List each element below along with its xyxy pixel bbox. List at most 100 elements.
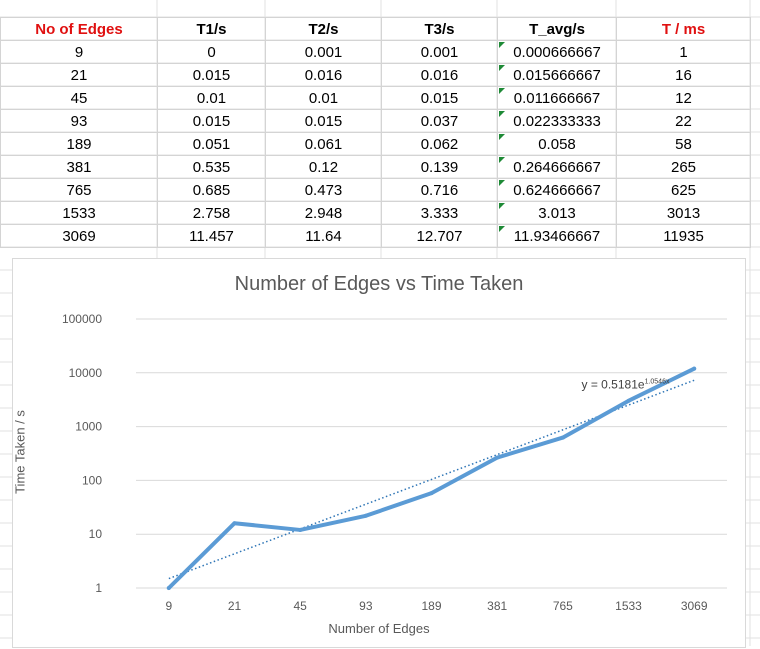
table-cell[interactable]: 0.037 (381, 109, 498, 133)
table-row: 1533 2.758 2.948 3.333 3.013 3013 (0, 201, 751, 225)
table-cell[interactable]: 0.058 (497, 132, 617, 156)
error-indicator-icon[interactable] (499, 180, 505, 186)
table-cell[interactable]: 625 (616, 178, 751, 202)
header-cell[interactable]: T1/s (157, 17, 266, 41)
data-point[interactable] (166, 586, 171, 590)
table-cell[interactable]: 0.015 (381, 86, 498, 110)
header-cell[interactable]: T3/s (381, 17, 498, 41)
chart-plot-area: 1 10 100 1000 10000 100000 9 21 45 93 189 381 765 153… (62, 312, 727, 613)
table-cell[interactable]: 3.013 (497, 201, 617, 225)
x-tick-label: 45 (293, 599, 307, 613)
error-indicator-icon[interactable] (499, 65, 505, 71)
table-cell[interactable]: 21 (0, 63, 158, 87)
table-cell[interactable]: 11.64 (265, 224, 382, 248)
data-point[interactable] (429, 491, 434, 496)
chart[interactable]: Number of Edges vs Time Taken 1 10 100 1000… (12, 258, 746, 648)
table-cell[interactable]: 765 (0, 178, 158, 202)
table-cell[interactable]: 189 (0, 132, 158, 156)
data-point[interactable] (626, 398, 631, 403)
table-cell[interactable]: 1533 (0, 201, 158, 225)
table-cell[interactable]: 0.015 (157, 63, 266, 87)
table-cell[interactable]: 12 (616, 86, 751, 110)
table-cell[interactable]: 0.062 (381, 132, 498, 156)
table-cell[interactable]: 0.139 (381, 155, 498, 179)
error-indicator-icon[interactable] (499, 134, 505, 140)
table-cell[interactable]: 0.001 (265, 40, 382, 64)
table-cell[interactable]: 0.473 (265, 178, 382, 202)
table-row: 93 0.015 0.015 0.037 0.022333333 22 (0, 109, 751, 133)
table-cell[interactable]: 0.12 (265, 155, 382, 179)
table-cell[interactable]: 45 (0, 86, 158, 110)
table-cell[interactable]: 0.01 (157, 86, 266, 110)
table-cell[interactable]: 0.000666667 (497, 40, 617, 64)
table-cell[interactable]: 0 (157, 40, 266, 64)
y-tick-label: 10 (89, 527, 103, 541)
table-cell[interactable]: 22 (616, 109, 751, 133)
header-cell[interactable]: T / ms (616, 17, 751, 41)
error-indicator-icon[interactable] (499, 88, 505, 94)
table-cell[interactable]: 0.015 (265, 109, 382, 133)
header-row: No of Edges T1/s T2/s T3/s T_avg/s T / ms (0, 17, 751, 41)
table-cell[interactable]: 0.051 (157, 132, 266, 156)
data-table: No of Edges T1/s T2/s T3/s T_avg/s T / ms 9 0 0.… (0, 17, 751, 248)
data-point[interactable] (692, 366, 697, 371)
table-cell[interactable]: 2.948 (265, 201, 382, 225)
trendline-equation: y = 0.5181e1.0546x (582, 377, 670, 391)
table-cell[interactable]: 0.535 (157, 155, 266, 179)
data-point[interactable] (560, 435, 565, 440)
data-point[interactable] (298, 527, 303, 532)
table-cell[interactable]: 0.022333333 (497, 109, 617, 133)
table-cell[interactable]: 12.707 (381, 224, 498, 248)
table-cell[interactable]: 93 (0, 109, 158, 133)
data-point[interactable] (232, 521, 237, 526)
chart-title: Number of Edges vs Time Taken (234, 273, 524, 295)
table-cell[interactable]: 0.016 (265, 63, 382, 87)
table-cell[interactable]: 0.716 (381, 178, 498, 202)
x-tick-label: 93 (359, 599, 373, 613)
table-cell[interactable]: 0.061 (265, 132, 382, 156)
y-tick-label: 10000 (69, 366, 103, 380)
data-point[interactable] (363, 513, 368, 518)
error-indicator-icon[interactable] (499, 226, 505, 232)
table-cell[interactable]: 58 (616, 132, 751, 156)
error-indicator-icon[interactable] (499, 203, 505, 209)
table-cell[interactable]: 16 (616, 63, 751, 87)
header-cell[interactable]: T_avg/s (497, 17, 617, 41)
table-cell[interactable]: 11935 (616, 224, 751, 248)
table-cell[interactable]: 0.624666667 (497, 178, 617, 202)
table-row: 381 0.535 0.12 0.139 0.264666667 265 (0, 155, 751, 179)
x-tick-label: 189 (421, 599, 441, 613)
table-cell[interactable]: 3069 (0, 224, 158, 248)
x-tick-label: 9 (165, 599, 172, 613)
table-cell[interactable]: 0.685 (157, 178, 266, 202)
error-indicator-icon[interactable] (499, 111, 505, 117)
table-cell[interactable]: 3.333 (381, 201, 498, 225)
table-cell[interactable]: 9 (0, 40, 158, 64)
table-cell[interactable]: 0.001 (381, 40, 498, 64)
error-indicator-icon[interactable] (499, 157, 505, 163)
table-row: 21 0.015 0.016 0.016 0.015666667 16 (0, 63, 751, 87)
table-cell[interactable]: 0.01 (265, 86, 382, 110)
table-cell[interactable]: 0.015666667 (497, 63, 617, 87)
header-cell[interactable]: No of Edges (0, 17, 158, 41)
table-cell[interactable]: 0.015 (157, 109, 266, 133)
y-tick-label: 1 (95, 581, 102, 595)
table-cell[interactable]: 11.457 (157, 224, 266, 248)
error-indicator-icon[interactable] (499, 42, 505, 48)
trendline[interactable] (168, 379, 695, 580)
table-cell[interactable]: 265 (616, 155, 751, 179)
y-tick-label: 1000 (75, 420, 102, 434)
series-line[interactable] (166, 366, 697, 590)
table-cell[interactable]: 0.264666667 (497, 155, 617, 179)
y-axis-label: Time Taken / s (12, 410, 28, 494)
table-cell[interactable]: 0.016 (381, 63, 498, 87)
table-cell[interactable]: 381 (0, 155, 158, 179)
header-cell[interactable]: T2/s (265, 17, 382, 41)
table-row: 765 0.685 0.473 0.716 0.624666667 625 (0, 178, 751, 202)
table-cell[interactable]: 11.93466667 (497, 224, 617, 248)
table-cell[interactable]: 3013 (616, 201, 751, 225)
table-cell[interactable]: 2.758 (157, 201, 266, 225)
data-point[interactable] (495, 455, 500, 460)
table-cell[interactable]: 1 (616, 40, 751, 64)
table-cell[interactable]: 0.011666667 (497, 86, 617, 110)
